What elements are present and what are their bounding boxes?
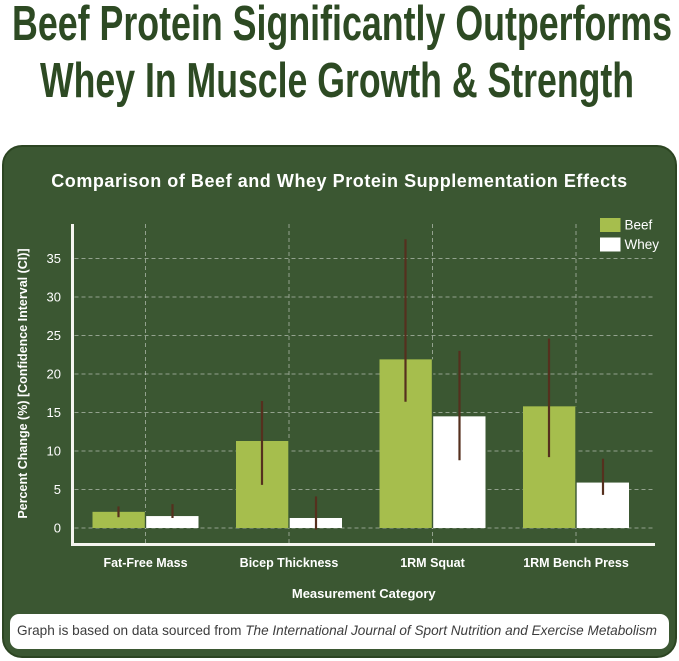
legend-label-whey: Whey	[625, 237, 660, 252]
x-axis-title: Measurement Category	[292, 586, 437, 601]
y-axis-title: Percent Change (%) [Confidence Interval …	[16, 248, 30, 518]
page-title-line1: Beef Protein Significantly Outperforms	[12, 0, 672, 51]
x-category-label: 1RM Bench Press	[523, 556, 629, 570]
legend-swatch-beef	[600, 218, 621, 232]
chart-title: Comparison of Beef and Whey Protein Supp…	[51, 171, 628, 191]
bar-chart: 0 5 10 15 20 25 30 35 Fat-Free Mass Bicep Thickne…	[16, 218, 660, 602]
y-axis-line	[71, 224, 74, 546]
bar-beef-fat-free-mass	[92, 511, 146, 528]
legend-swatch-whey	[600, 237, 621, 252]
y-tick-label: 25	[47, 328, 61, 343]
source-note-text: Graph is based on data sourced from	[17, 623, 246, 638]
page-title: Beef Protein Significantly Outperforms W…	[12, 0, 672, 108]
y-tick-label: 0	[54, 521, 61, 536]
y-tick-label: 5	[54, 482, 61, 497]
legend-label-beef: Beef	[625, 218, 653, 233]
bar-whey-fat-free-mass	[145, 516, 199, 528]
y-tick-label: 15	[47, 405, 61, 420]
y-tick-label: 30	[47, 290, 61, 305]
x-category-label: Fat-Free Mass	[103, 556, 187, 570]
source-note: Graph is based on data sourced from The …	[10, 614, 669, 649]
source-note-journal: The International Journal of Sport Nutri…	[245, 623, 657, 638]
x-category-label: Bicep Thickness	[240, 556, 339, 570]
y-tick-label: 20	[47, 367, 61, 382]
x-axis-line	[71, 543, 655, 546]
page-title-line2: Whey In Muscle Growth & Strength	[40, 54, 634, 108]
y-tick-label: 35	[47, 251, 61, 266]
y-tick-label: 10	[47, 444, 61, 459]
x-category-label: 1RM Squat	[400, 556, 465, 570]
chart-panel	[2, 145, 677, 658]
